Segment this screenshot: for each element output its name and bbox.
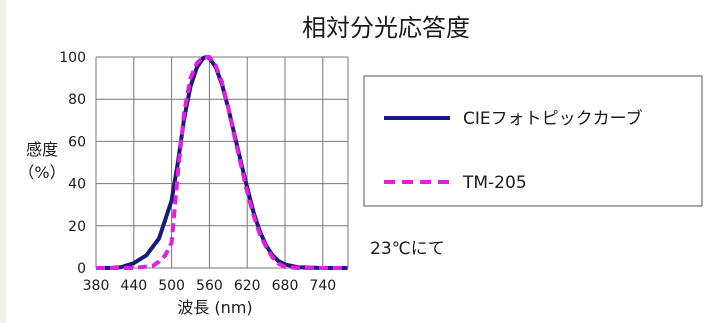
x-tick-label: 740 <box>309 278 336 294</box>
y-axis-label: 感度 <box>26 140 58 159</box>
y-tick-label: 40 <box>68 177 86 193</box>
x-tick-label: 440 <box>120 278 147 294</box>
x-tick-label: 620 <box>234 278 261 294</box>
temperature-note: 23℃にて <box>370 239 445 259</box>
y-axis-unit: （%） <box>18 163 65 182</box>
y-tick-label: 80 <box>68 92 86 108</box>
chart-title: 相対分光応答度 <box>302 14 470 42</box>
x-tick-label: 560 <box>196 278 223 294</box>
y-tick-label: 0 <box>77 261 86 277</box>
y-tick-labels: 0 20 40 60 80 100 <box>59 50 86 277</box>
x-tick-label: 680 <box>272 278 299 294</box>
chart-grid <box>95 56 349 269</box>
y-tick-label: 20 <box>68 219 86 235</box>
x-tick-label: 380 <box>83 278 110 294</box>
legend: CIEフォトピックカーブ TM-205 <box>363 75 703 207</box>
chart-panel: 相対分光応答度 0 20 40 60 80 100 380 440 500 560 620 680 7… <box>6 0 713 323</box>
x-axis-label: 波長 (nm) <box>177 298 252 317</box>
x-tick-labels: 380 440 500 560 620 680 740 <box>83 278 337 294</box>
series-layer <box>96 55 348 270</box>
legend-label-cie: CIEフォトピックカーブ <box>463 108 643 129</box>
y-tick-label: 100 <box>59 50 86 66</box>
legend-label-tm205: TM-205 <box>462 173 527 193</box>
y-tick-label: 60 <box>68 134 86 150</box>
legend-box <box>363 75 703 207</box>
tm205-line <box>96 55 348 270</box>
chart-svg: 相対分光応答度 0 20 40 60 80 100 380 440 500 560 620 680 7… <box>18 14 703 317</box>
x-tick-label: 500 <box>158 278 185 294</box>
